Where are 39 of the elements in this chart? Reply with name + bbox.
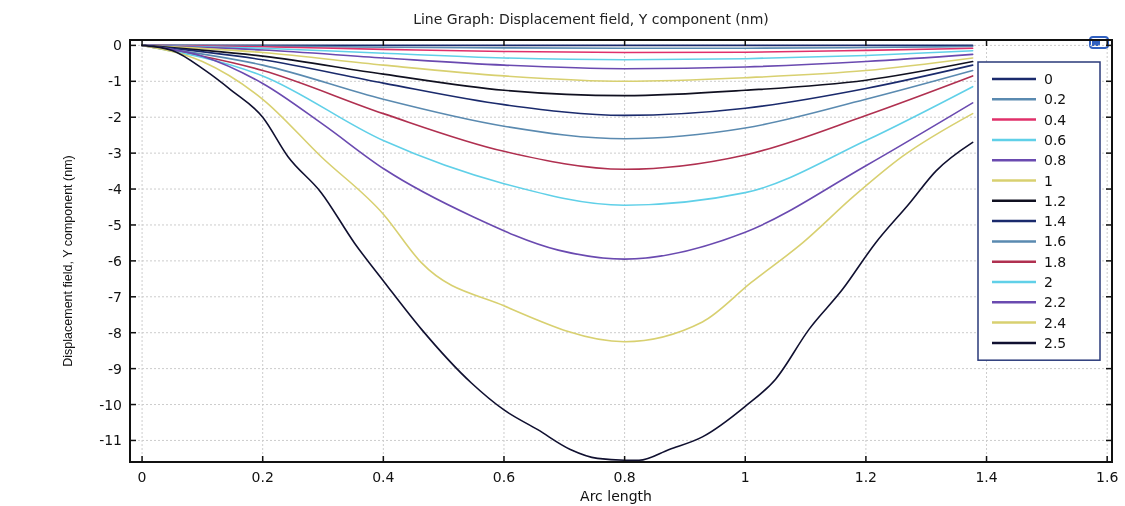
- legend-label: 0.8: [1044, 152, 1067, 169]
- y-tick-label: -11: [99, 432, 122, 449]
- x-tick-label: 1.4: [975, 469, 998, 485]
- legend-label: 1.4: [1044, 213, 1067, 230]
- line-series: [141, 44, 974, 461]
- y-tick-label: 0: [113, 37, 122, 54]
- chart-title: Line Graph: Displacement field, Y component (nm): [413, 11, 769, 27]
- y-tick-label: -6: [108, 252, 123, 269]
- x-tick-label: 1.2: [854, 469, 878, 485]
- x-tick-label: 0: [137, 469, 147, 485]
- legend-label: 2.5: [1044, 334, 1067, 351]
- y-tick-label: -9: [108, 360, 122, 377]
- y-tick-label: -7: [108, 288, 122, 305]
- x-axis-title: Arc length: [580, 488, 652, 504]
- legend-label: 0: [1044, 71, 1053, 87]
- x-tick-label: 1.6: [1096, 469, 1119, 485]
- y-tick-label: -4: [108, 181, 123, 198]
- y-tick-label: -1: [108, 73, 122, 90]
- legend-label: 0.2: [1044, 91, 1067, 108]
- legend-label: 1: [1044, 172, 1053, 189]
- x-tick-label: 0.6: [492, 469, 516, 485]
- x-tick-label: 0.8: [613, 469, 636, 485]
- legend-label: 0.4: [1044, 111, 1067, 128]
- legend-label: 2: [1044, 274, 1053, 290]
- y-tick-label: -2: [108, 109, 122, 126]
- y-tick-label: -5: [108, 216, 122, 233]
- legend-label: 1.6: [1044, 233, 1067, 250]
- x-tick-label: 1: [740, 469, 750, 485]
- legend-label: 0.6: [1044, 131, 1067, 148]
- x-tick-label: 0.4: [372, 469, 395, 485]
- legend-label: 2.4: [1044, 314, 1067, 331]
- legend-label: 2.2: [1044, 294, 1067, 311]
- legend-label: 1.8: [1044, 253, 1067, 270]
- legend-label: 1.2: [1044, 192, 1067, 209]
- y-axis-title: Displacement field, Y component (nm): [61, 155, 75, 367]
- y-tick-label: -10: [99, 396, 122, 413]
- y-tick-label: -3: [108, 145, 122, 162]
- x-tick-label: 0.2: [251, 469, 274, 485]
- y-tick-label: -8: [108, 324, 122, 341]
